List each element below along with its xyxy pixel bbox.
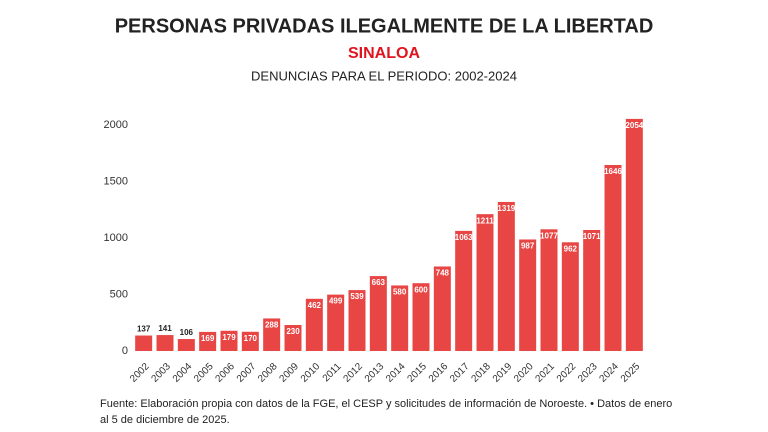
data-label: 499 — [329, 297, 343, 306]
data-label: 1646 — [604, 167, 622, 176]
bar — [263, 318, 281, 351]
y-tick-label: 1000 — [104, 232, 128, 244]
x-tick-label: 2008 — [256, 361, 280, 385]
x-tick-label: 2002 — [128, 361, 152, 385]
bar — [284, 325, 302, 351]
y-tick-label: 1500 — [104, 175, 128, 187]
data-label: 230 — [286, 327, 300, 336]
bar — [497, 201, 515, 351]
x-tick-label: 2024 — [597, 361, 621, 385]
bar — [220, 330, 238, 351]
bar — [135, 335, 153, 351]
bar — [561, 242, 579, 351]
bar — [369, 276, 387, 351]
data-label: 1319 — [497, 204, 515, 213]
source-note: Fuente: Elaboración propia con datos de … — [100, 398, 673, 426]
x-tick-label: 2020 — [512, 361, 536, 385]
chart-description: DENUNCIAS PARA EL PERIODO: 2002-2024 — [251, 68, 517, 83]
x-tick-label: 2003 — [149, 361, 173, 385]
bar — [241, 331, 259, 351]
x-tick-label: 2021 — [533, 361, 557, 385]
data-label: 137 — [137, 325, 151, 334]
bar — [476, 214, 494, 351]
bar — [391, 285, 409, 351]
x-tick-label: 2013 — [363, 361, 387, 385]
x-tick-label: 2017 — [448, 361, 472, 385]
bar — [583, 229, 601, 351]
data-label: 106 — [180, 328, 194, 337]
bar — [455, 230, 473, 351]
x-tick-label: 2015 — [405, 361, 429, 385]
data-label: 462 — [308, 301, 322, 310]
x-tick-label: 2018 — [469, 361, 493, 385]
data-label: 2054 — [625, 121, 643, 130]
x-tick-label: 2005 — [192, 361, 216, 385]
x-tick-label: 2012 — [341, 361, 365, 385]
bar — [177, 339, 195, 351]
bar — [519, 239, 537, 351]
x-tick-label: 2009 — [277, 361, 301, 385]
data-label: 600 — [414, 285, 428, 294]
bar — [305, 298, 323, 351]
bar — [199, 331, 217, 351]
chart-title: PERSONAS PRIVADAS ILEGALMENTE DE LA LIBE… — [115, 15, 654, 37]
x-tick-label: 2019 — [491, 361, 515, 385]
data-label: 141 — [158, 324, 172, 333]
bar — [327, 294, 345, 351]
x-tick-label: 2011 — [321, 361, 344, 384]
x-tick-label: 2022 — [555, 361, 579, 385]
x-tick-label: 2016 — [427, 361, 451, 385]
data-label: 170 — [244, 334, 258, 343]
data-label: 663 — [372, 278, 386, 287]
bar — [540, 229, 558, 351]
bar — [625, 118, 643, 351]
bar — [156, 335, 174, 351]
x-tick-label: 2023 — [576, 361, 600, 385]
data-label: 288 — [265, 321, 279, 330]
data-label: 1071 — [583, 232, 601, 241]
data-label: 748 — [436, 269, 450, 278]
data-label: 179 — [222, 333, 236, 342]
x-tick-label: 2014 — [384, 361, 408, 385]
bar — [433, 266, 451, 351]
x-tick-label: 2025 — [619, 361, 643, 385]
y-tick-label: 500 — [110, 288, 128, 300]
data-label: 539 — [350, 292, 364, 301]
x-tick-label: 2004 — [171, 361, 195, 385]
x-tick-label: 2006 — [213, 361, 237, 385]
bar — [604, 165, 622, 351]
data-label: 1063 — [455, 233, 473, 242]
data-label: 987 — [521, 242, 535, 251]
data-label: 580 — [393, 288, 407, 297]
bar — [348, 290, 366, 351]
data-label: 1077 — [540, 231, 558, 240]
x-tick-label: 2007 — [235, 361, 259, 385]
data-label: 962 — [564, 244, 578, 253]
y-tick-label: 0 — [122, 345, 128, 357]
data-label: 1211 — [476, 216, 494, 225]
data-label: 169 — [201, 334, 215, 343]
x-tick-label: 2010 — [299, 361, 323, 385]
bar — [412, 283, 430, 351]
y-tick-label: 2000 — [104, 119, 128, 131]
chart-subtitle: SINALOA — [348, 45, 420, 62]
